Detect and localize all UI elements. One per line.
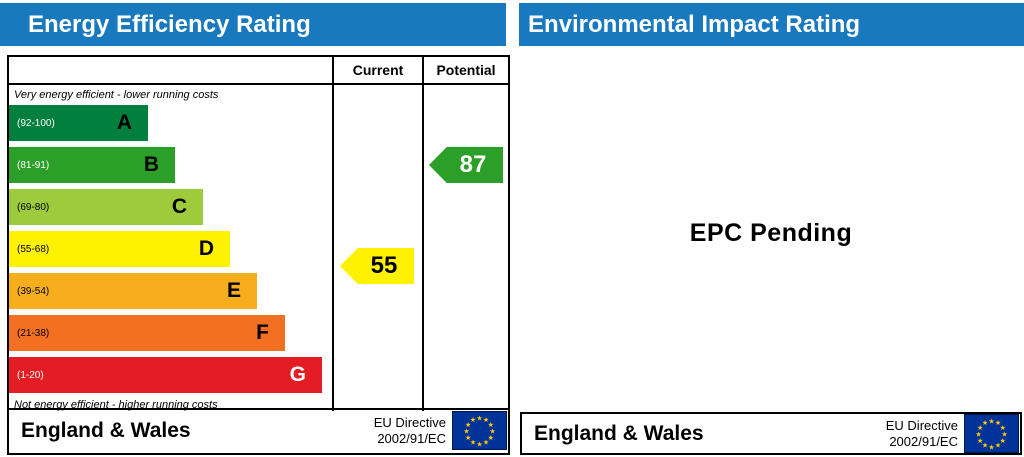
potential-value: 87	[459, 151, 487, 178]
svg-text:★: ★	[977, 424, 983, 432]
svg-text:★: ★	[988, 417, 994, 425]
svg-text:★: ★	[476, 414, 482, 422]
current-column: 55	[332, 85, 422, 411]
energy-rating-title: Energy Efficiency Rating	[28, 11, 311, 38]
svg-text:★: ★	[465, 421, 471, 429]
svg-text:★: ★	[476, 440, 482, 448]
svg-text:★: ★	[470, 439, 476, 447]
potential-arrow: 87	[429, 147, 503, 183]
band-c: (69-80) C	[9, 189, 203, 225]
svg-text:★: ★	[982, 442, 988, 450]
current-column-header: Current	[332, 57, 422, 85]
environmental-footer: England & Wales EU Directive 2002/91/EC …	[520, 412, 1022, 455]
svg-text:★: ★	[1001, 430, 1007, 438]
band-b-letter: B	[143, 153, 159, 176]
current-arrow: 55	[340, 248, 414, 284]
band-g: (1-20) G	[9, 357, 322, 393]
band-f-range: (21-38)	[17, 327, 50, 339]
top-note: Very energy efficient - lower running co…	[14, 89, 219, 101]
svg-text:★: ★	[470, 416, 476, 424]
band-d-range: (55-68)	[17, 243, 50, 255]
rating-chart-area: Current Potential Very energy efficient …	[9, 57, 508, 411]
band-e-letter: E	[226, 279, 241, 302]
band-c-letter: C	[171, 195, 187, 218]
svg-text:★: ★	[483, 416, 489, 424]
svg-text:★: ★	[489, 427, 495, 435]
band-e-range: (39-54)	[17, 285, 50, 297]
chart-header-spacer	[9, 57, 332, 85]
svg-text:★: ★	[975, 430, 981, 438]
band-a-range: (92-100)	[17, 117, 55, 129]
svg-text:★: ★	[977, 437, 983, 445]
band-f: (21-38) F	[9, 315, 285, 351]
eu-directive-line2: 2002/91/EC	[889, 433, 958, 449]
environmental-impact-panel: EPC Pending England & Wales EU Directive…	[520, 55, 1022, 455]
environmental-main-area: EPC Pending	[520, 55, 1022, 412]
energy-rating-header: Energy Efficiency Rating	[0, 3, 506, 46]
svg-text:★: ★	[463, 427, 469, 435]
svg-text:★: ★	[982, 419, 988, 427]
eu-directive-line1: EU Directive	[885, 418, 958, 434]
band-a: (92-100) A	[9, 105, 148, 141]
eu-directive-line1: EU Directive	[373, 415, 446, 431]
band-b-range: (81-91)	[17, 159, 50, 171]
environmental-rating-title: Environmental Impact Rating	[528, 11, 861, 38]
energy-efficiency-chart: Current Potential Very energy efficient …	[7, 55, 510, 455]
environmental-rating-header: Environmental Impact Rating	[519, 3, 1024, 46]
band-g-letter: G	[289, 363, 306, 386]
svg-text:★: ★	[1000, 437, 1006, 445]
band-a-letter: A	[116, 111, 132, 134]
svg-text:★: ★	[488, 421, 494, 429]
eu-directive-line2: 2002/91/EC	[377, 430, 446, 446]
svg-text:★: ★	[488, 434, 494, 442]
svg-text:★: ★	[483, 439, 489, 447]
band-e: (39-54) E	[9, 273, 257, 309]
region-label: England & Wales	[21, 418, 191, 442]
band-b: (81-91) B	[9, 147, 175, 183]
band-f-letter: F	[256, 321, 269, 344]
svg-text:★: ★	[1000, 424, 1006, 432]
energy-chart-footer: England & Wales EU Directive 2002/91/EC …	[9, 410, 508, 451]
current-value: 55	[370, 252, 398, 279]
eu-directive-label: EU Directive 2002/91/EC	[374, 415, 446, 446]
eu-flag-icon: ★ ★★ ★★★ ★★★ ★★★	[964, 414, 1019, 453]
region-label: England & Wales	[534, 421, 704, 445]
epc-pending-text: EPC Pending	[689, 219, 853, 247]
eu-flag-icon: ★ ★★ ★★★ ★★★ ★★★	[452, 411, 507, 450]
band-d: (55-68) D	[9, 231, 230, 267]
potential-column: 87	[422, 85, 508, 411]
band-c-range: (69-80)	[17, 201, 50, 213]
svg-text:★: ★	[465, 434, 471, 442]
potential-column-header: Potential	[422, 57, 508, 85]
rating-bands: Very energy efficient - lower running co…	[9, 85, 332, 411]
svg-text:★: ★	[995, 419, 1001, 427]
band-d-letter: D	[198, 237, 214, 260]
eu-directive-label: EU Directive 2002/91/EC	[886, 418, 958, 449]
bottom-note: Not energy efficient - higher running co…	[14, 399, 218, 411]
svg-text:★: ★	[988, 443, 994, 451]
band-g-range: (1-20)	[17, 369, 44, 381]
svg-text:★: ★	[995, 442, 1001, 450]
